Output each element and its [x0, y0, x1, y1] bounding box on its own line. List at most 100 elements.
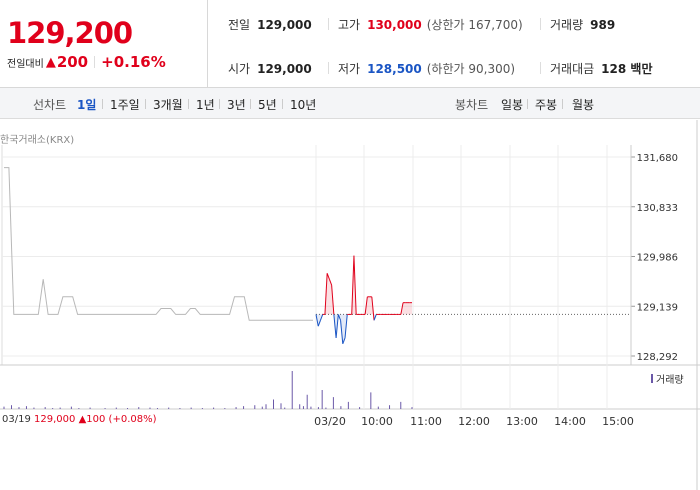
up-triangle-icon: ▲ — [78, 414, 87, 425]
price-up-fill — [409, 302, 412, 315]
prev-day-line — [4, 167, 313, 321]
stat-label: 고가 — [338, 18, 361, 32]
stat-low: 저가 128,500 (하한가 90,300) — [338, 60, 515, 77]
period-1year[interactable]: 1년 — [196, 98, 215, 112]
divider — [328, 62, 329, 74]
price-up-segment — [364, 296, 368, 315]
divider — [250, 99, 251, 109]
price-down-segment — [373, 314, 377, 321]
change-percent: +0.16% — [101, 53, 166, 71]
price-up-segment — [353, 255, 357, 315]
chart-toolbar: 선차트 1일 1주일 3개월 1년 3년 5년 10년 봉차트 일봉 주봉 월봉 — [0, 88, 700, 119]
stat-volume: 거래량 989 — [550, 16, 615, 33]
stat-label: 거래대금 — [550, 62, 595, 76]
period-1day[interactable]: 1일 — [77, 98, 97, 112]
prev-day-price: 129,000 — [34, 414, 76, 425]
price-down-segment — [333, 314, 337, 338]
price-up-segment — [351, 255, 355, 315]
divider — [282, 99, 283, 109]
price-down-segment — [335, 314, 339, 338]
divider — [540, 18, 541, 30]
stat-value: 989 — [590, 17, 616, 32]
price-up-segment — [331, 285, 335, 315]
price-down-segment — [340, 320, 344, 344]
up-triangle-icon: ▲ — [45, 54, 56, 70]
price-up-segment — [326, 273, 330, 280]
x-tick-label: 13:00 — [506, 415, 538, 428]
stat-label: 시가 — [228, 62, 251, 76]
price-box: 129,200 전일대비 ▲ 200 +0.16% — [0, 0, 208, 88]
price-up-fill — [403, 302, 406, 315]
price-down-segment — [337, 314, 342, 321]
stat-trade-value: 거래대금 128 백만 — [550, 60, 652, 77]
price-down-fill — [342, 314, 346, 344]
upper-limit: (상한가 167,700) — [426, 18, 523, 32]
price-up-segment — [324, 273, 328, 315]
volume-legend-label: 거래량 — [656, 375, 684, 386]
lower-limit: (하한가 90,300) — [426, 62, 516, 76]
divider — [102, 99, 103, 109]
stat-label: 전일 — [228, 18, 251, 32]
y-tick-label: 128,292 — [637, 352, 678, 363]
divider — [527, 99, 528, 109]
candle-monthly[interactable]: 월봉 — [572, 98, 595, 112]
period-3months[interactable]: 3개월 — [153, 98, 183, 112]
divider — [562, 99, 563, 109]
stat-label: 저가 — [338, 62, 361, 76]
price-down-segment — [344, 314, 348, 338]
x-tick-label: 03/20 — [314, 415, 346, 428]
price-up-fill — [327, 273, 330, 315]
price-down-segment — [319, 314, 324, 321]
price-down-segment — [342, 337, 346, 344]
price-down-segment — [317, 320, 321, 327]
y-tick-label: 131,680 — [637, 153, 678, 164]
stat-high: 고가 130,000 (상한가 167,700) — [338, 16, 523, 33]
volume-legend-swatch — [651, 374, 653, 383]
stat-prev-close: 전일 129,000 — [228, 16, 312, 33]
y-tick-label: 129,139 — [637, 302, 678, 313]
quote-summary: 129,200 전일대비 ▲ 200 +0.16% 전일 129,000 고가 … — [0, 0, 700, 88]
candle-weekly[interactable]: 주봉 — [535, 98, 558, 112]
divider — [540, 62, 541, 74]
x-tick-label: 11:00 — [410, 415, 442, 428]
x-tick-label: 12:00 — [458, 415, 490, 428]
period-1week[interactable]: 1주일 — [110, 98, 140, 112]
stat-label: 거래량 — [550, 18, 584, 32]
change-label: 전일대비 — [7, 58, 44, 70]
stat-value: 130,000 — [367, 17, 422, 32]
period-5years[interactable]: 5년 — [258, 98, 277, 112]
stat-value: 129,000 — [257, 61, 312, 76]
price-up-fill — [367, 296, 370, 315]
prev-day-change: 100 — [86, 414, 106, 425]
line-chart-label: 선차트 — [33, 98, 67, 112]
volume-legend: 거래량 — [651, 371, 684, 386]
x-tick-label: 15:00 — [602, 415, 634, 428]
divider — [328, 18, 329, 30]
y-tick-label: 130,833 — [637, 203, 678, 214]
period-3years[interactable]: 3년 — [227, 98, 246, 112]
price-up-segment — [400, 302, 404, 315]
exchange-label: 한국거래소(KRX) — [0, 135, 75, 146]
divider — [94, 56, 96, 68]
candle-chart-label: 봉차트 — [455, 98, 489, 112]
current-price: 129,200 — [7, 16, 133, 50]
price-up-segment — [371, 296, 375, 321]
price-up-fill — [407, 302, 410, 315]
stat-open: 시가 129,000 — [228, 60, 312, 77]
price-up-fill — [369, 296, 372, 315]
price-up-segment — [328, 278, 333, 286]
price-down-fill — [318, 314, 321, 327]
period-10years[interactable]: 10년 — [290, 98, 317, 112]
stat-value: 128 백만 — [601, 62, 653, 76]
x-tick-label: 14:00 — [554, 415, 586, 428]
price-down-segment — [315, 314, 319, 327]
divider — [219, 99, 220, 109]
prev-day-info: 03/19 129,000 ▲100 (+0.08%) — [2, 414, 157, 425]
change-amount: 200 — [56, 53, 89, 71]
divider — [145, 99, 146, 109]
change-row: 전일대비 ▲ 200 +0.16% — [7, 53, 166, 71]
prev-day-pct: (+0.08%) — [108, 414, 157, 425]
y-tick-label: 129,986 — [637, 253, 678, 264]
price-up-fill — [405, 302, 408, 315]
candle-daily[interactable]: 일봉 — [501, 98, 524, 112]
